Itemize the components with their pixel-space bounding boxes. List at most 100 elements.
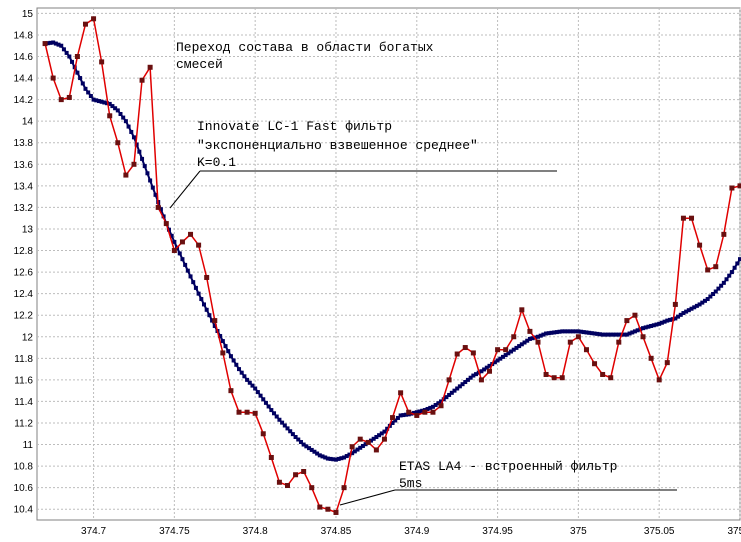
data-point-innovate [468, 375, 473, 380]
data-point-innovate [632, 329, 637, 334]
data-point-innovate [611, 332, 616, 337]
y-tick-label: 14.4 [14, 74, 34, 85]
data-point-innovate [210, 318, 215, 323]
data-point-innovate [654, 322, 659, 327]
data-point-innovate [622, 332, 627, 337]
data-point-innovate [662, 319, 667, 324]
data-point-etas [583, 347, 589, 353]
data-point-innovate [51, 40, 56, 45]
data-point-innovate [479, 369, 484, 374]
data-point-innovate [659, 320, 664, 325]
data-point-innovate [196, 291, 201, 296]
data-point-innovate [355, 447, 360, 452]
data-point-innovate [412, 410, 417, 415]
data-point-innovate [64, 50, 69, 55]
data-point-innovate [266, 404, 271, 409]
y-tick-label: 11.4 [14, 397, 33, 408]
data-point-innovate [59, 43, 64, 48]
data-point-etas [373, 447, 379, 453]
data-point-innovate [646, 324, 651, 329]
data-point-innovate [724, 277, 729, 282]
data-point-innovate [608, 332, 613, 337]
data-point-etas [438, 403, 444, 409]
data-point-innovate [420, 408, 425, 413]
data-point-innovate [45, 41, 50, 46]
data-point-innovate [702, 298, 707, 303]
data-point-innovate [503, 353, 508, 358]
data-point-innovate [253, 386, 258, 391]
data-point-innovate [91, 97, 96, 102]
data-point-etas [470, 350, 476, 356]
data-point-etas [390, 415, 396, 421]
data-point-innovate [118, 111, 123, 116]
data-point-innovate [172, 239, 177, 244]
data-point-innovate [716, 286, 721, 291]
data-point-innovate [78, 76, 83, 81]
data-point-etas [721, 231, 727, 237]
data-point-etas [398, 390, 404, 396]
data-point-innovate [226, 349, 231, 354]
data-point-innovate [390, 420, 395, 425]
data-point-innovate [560, 329, 565, 334]
data-point-innovate [571, 329, 576, 334]
data-point-innovate [242, 374, 247, 379]
data-point-innovate [487, 363, 492, 368]
data-point-innovate [589, 331, 594, 336]
data-point-innovate [708, 294, 713, 299]
data-point-innovate [325, 456, 330, 461]
data-point-innovate [627, 331, 632, 336]
data-point-innovate [336, 456, 341, 461]
data-point-innovate [398, 413, 403, 418]
x-tick-label: 375 [570, 526, 587, 537]
data-point-innovate [500, 354, 505, 359]
y-tick-label: 13.8 [14, 138, 34, 149]
plot-area [36, 7, 741, 521]
data-point-innovate [148, 178, 153, 183]
data-point-innovate [519, 342, 524, 347]
data-point-innovate [673, 316, 678, 321]
data-point-innovate [697, 302, 702, 307]
data-point-innovate [161, 214, 166, 219]
x-tick-label: 374.95 [482, 526, 513, 537]
data-point-etas [99, 59, 105, 65]
data-point-etas [454, 351, 460, 357]
data-point-innovate [444, 395, 449, 400]
data-point-innovate [495, 358, 500, 363]
data-point-etas [543, 371, 549, 377]
data-point-innovate [382, 429, 387, 434]
data-point-innovate [191, 280, 196, 285]
data-point-innovate [269, 408, 274, 413]
data-point-innovate [624, 332, 629, 337]
data-point-innovate [616, 332, 621, 337]
data-point-innovate [228, 354, 233, 359]
data-point-etas [519, 307, 525, 313]
data-point-innovate [70, 59, 75, 64]
data-point-innovate [312, 449, 317, 454]
data-point-etas [147, 64, 153, 70]
data-point-etas [341, 485, 347, 491]
data-point-innovate [307, 446, 312, 451]
data-point-etas [66, 94, 72, 100]
data-point-innovate [417, 409, 422, 414]
data-point-innovate [363, 442, 368, 447]
data-point-etas [640, 334, 646, 340]
annotation-innovate-line2: "экспоненциально взвешенное среднее" [197, 138, 478, 153]
data-point-innovate [509, 349, 514, 354]
x-tick-labels: 374.7 374.75 374.8 374.85 374.9 374.95 375 375.… [81, 526, 741, 537]
data-point-innovate [433, 403, 438, 408]
data-point-innovate [185, 268, 190, 273]
data-point-etas [713, 264, 719, 270]
data-point-innovate [665, 318, 670, 323]
data-point-etas [616, 339, 622, 345]
data-point-innovate [129, 129, 134, 134]
data-point-etas [575, 334, 581, 340]
y-tick-labels: 10.4 10.6 10.8 11 11.2 11.4 11.6 11.8 12 12.2 12.4… [14, 9, 34, 516]
data-point-innovate [711, 292, 716, 297]
y-tick-label: 12.2 [14, 311, 34, 322]
data-point-innovate [96, 99, 101, 104]
data-point-innovate [339, 456, 344, 461]
data-point-etas [592, 361, 598, 367]
series-etas [42, 16, 741, 515]
data-point-innovate [689, 306, 694, 311]
